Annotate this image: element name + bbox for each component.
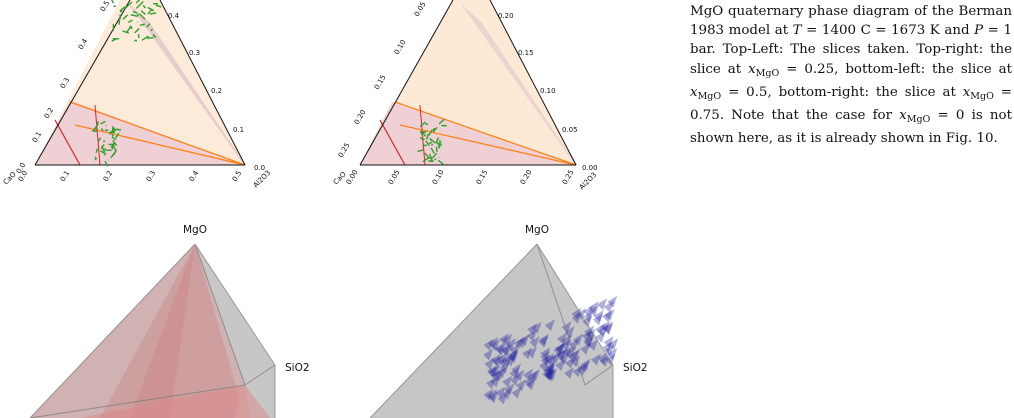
- green-segment: [430, 154, 431, 158]
- svg-text:0.1: 0.1: [59, 169, 71, 183]
- caption-subscript: MgO: [970, 91, 994, 102]
- caption-line: MgO quaternary phase diagram of the: [690, 4, 954, 19]
- figure-caption: MgO quaternary phase diagram of the Berm…: [690, 2, 1012, 148]
- vertex-label-mgo: MgO: [183, 224, 207, 236]
- green-segment: [113, 128, 114, 129]
- svg-text:0.20: 0.20: [353, 108, 368, 126]
- svg-text:0.4: 0.4: [168, 12, 180, 20]
- green-segment: [143, 25, 144, 26]
- caption-subscript: MgO: [756, 68, 780, 79]
- caption-line: already shown in Fig. 10.: [826, 131, 998, 146]
- green-segment: [110, 0, 113, 3]
- green-segment: [136, 41, 137, 42]
- svg-text:0.05: 0.05: [562, 126, 578, 134]
- green-segment: [92, 131, 97, 132]
- svg-text:0.00: 0.00: [582, 164, 598, 172]
- svg-text:0.2: 0.2: [211, 87, 222, 95]
- green-segment: [425, 124, 428, 125]
- svg-text:0.3: 0.3: [145, 169, 157, 183]
- svg-text:0.10: 0.10: [540, 87, 556, 95]
- caption-symbol: P: [974, 23, 983, 38]
- svg-text:0.1: 0.1: [233, 126, 244, 134]
- svg-text:0.5: 0.5: [231, 169, 243, 183]
- svg-text:0.10: 0.10: [431, 168, 446, 186]
- cloud-mark: [597, 298, 607, 310]
- svg-text:0.4: 0.4: [77, 37, 90, 51]
- caption-line: = 0.25, bottom-left: the slice at: [786, 62, 1012, 77]
- tetrahedron-bottom-right: MgO SiO2: [345, 215, 665, 418]
- bottom-tick-labels: 0.00 0.05 0.10 0.15 0.20 0.25: [345, 168, 576, 186]
- svg-text:0.3: 0.3: [59, 76, 71, 90]
- svg-text:0.1: 0.1: [31, 130, 43, 144]
- svg-text:0.2: 0.2: [102, 169, 114, 183]
- green-segment: [97, 121, 98, 125]
- vertex-label-left: CaO: [332, 170, 348, 186]
- svg-text:0.25: 0.25: [561, 168, 576, 186]
- svg-text:0.20: 0.20: [498, 12, 514, 20]
- caption-subscript: MgO: [698, 91, 722, 102]
- svg-text:0.20: 0.20: [519, 168, 534, 186]
- svg-text:0.05: 0.05: [413, 0, 428, 18]
- svg-text:0.2: 0.2: [43, 106, 55, 120]
- svg-text:0.25: 0.25: [337, 141, 352, 159]
- caption-symbol: x: [748, 62, 756, 77]
- vertex-label-sio2: SiO2: [623, 362, 648, 374]
- green-segment: [435, 159, 437, 160]
- svg-text:0.15: 0.15: [518, 49, 534, 57]
- tetrahedron-bottom-left: MgO SiO2: [0, 215, 330, 418]
- caption-symbol: T: [793, 23, 802, 38]
- svg-text:0.10: 0.10: [393, 38, 408, 56]
- svg-text:0.15: 0.15: [373, 73, 388, 91]
- svg-text:0.15: 0.15: [475, 168, 490, 186]
- ternary-plot-top-right: 0.25 0.20 0.15 0.10 0.05 0.00 0.05 0.10 …: [330, 0, 620, 205]
- vertex-label-mgo: MgO: [525, 224, 549, 236]
- caption-symbol: x: [899, 108, 907, 123]
- caption-subscript: MgO: [907, 114, 931, 125]
- svg-text:0.3: 0.3: [189, 49, 200, 57]
- green-segment: [439, 146, 440, 147]
- green-segment: [105, 148, 106, 150]
- svg-text:0.4: 0.4: [188, 169, 201, 183]
- ternary-plot-top-left: 0.0 0.1 0.2 0.3 0.4 0.5 0.0 0.1 0.2 0.3 …: [0, 0, 280, 205]
- green-segment: [147, 38, 154, 39]
- vertex-label-right: Al2O3: [578, 171, 599, 192]
- bottom-tick-labels: 0.0 0.1 0.2 0.3 0.4 0.5: [17, 169, 243, 183]
- svg-text:0.00: 0.00: [345, 168, 360, 186]
- caption-line: = 0.5, bottom-right: the slice at: [728, 85, 956, 100]
- svg-text:0.05: 0.05: [387, 168, 402, 186]
- caption-symbol: x: [690, 85, 698, 100]
- green-segment: [433, 128, 434, 131]
- svg-text:0.5: 0.5: [99, 0, 111, 13]
- caption-line: = 1673 K and: [875, 23, 969, 38]
- tetra-face-front: [370, 244, 590, 418]
- caption-line: = 1400 C: [806, 23, 871, 38]
- vertex-label-sio2: SiO2: [285, 362, 310, 374]
